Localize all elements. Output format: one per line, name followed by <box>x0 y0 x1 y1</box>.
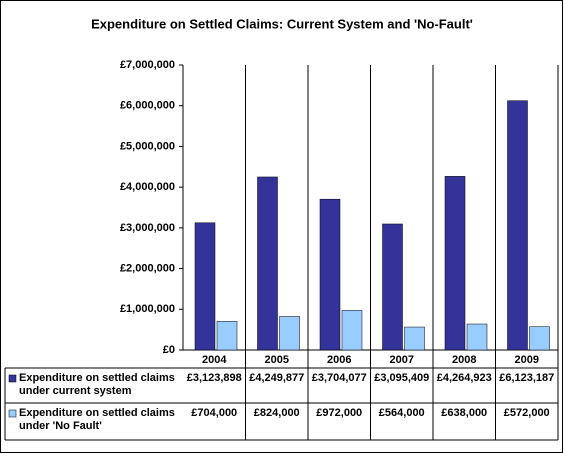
y-tick-label: £4,000,000 <box>120 181 175 193</box>
data-label: £704,000 <box>191 407 237 419</box>
data-label: £4,249,877 <box>249 372 304 384</box>
bar <box>279 316 300 351</box>
data-label: £638,000 <box>441 407 487 419</box>
legend-key <box>8 374 17 383</box>
bar <box>404 326 425 351</box>
data-label: £3,704,077 <box>312 372 367 384</box>
bar <box>216 321 238 351</box>
bar <box>194 222 216 351</box>
bar <box>529 326 550 351</box>
y-tick-label: £0 <box>163 344 175 356</box>
x-tick-label: 2009 <box>515 354 539 366</box>
bar <box>257 176 278 351</box>
y-tick-label: £3,000,000 <box>120 222 175 234</box>
y-tick-label: £7,000,000 <box>120 59 175 71</box>
data-label: £6,123,187 <box>499 372 554 384</box>
y-tick-label: £2,000,000 <box>120 262 175 274</box>
bar <box>341 310 363 351</box>
data-label: £4,264,923 <box>437 372 492 384</box>
bar <box>319 198 341 351</box>
x-tick-label: 2004 <box>202 354 227 366</box>
data-label: £564,000 <box>379 407 425 419</box>
x-tick-label: 2007 <box>390 354 414 366</box>
data-label: £972,000 <box>316 407 362 419</box>
y-tick-label: £1,000,000 <box>120 303 175 315</box>
bar <box>507 100 528 351</box>
legend-key <box>8 409 17 418</box>
x-tick-label: 2008 <box>452 354 476 366</box>
y-tick-label: £5,000,000 <box>120 140 175 152</box>
legend-label: Expenditure on settled claims under 'No … <box>19 407 175 432</box>
y-tick-label: £6,000,000 <box>120 100 175 112</box>
x-tick-label: 2005 <box>265 354 289 366</box>
x-tick-label: 2006 <box>327 354 351 366</box>
chart-title: Expenditure on Settled Claims: Current S… <box>91 16 473 31</box>
bar <box>382 223 403 351</box>
data-label: £572,000 <box>504 407 550 419</box>
legend-label: Expenditure on settled claims under curr… <box>19 372 175 397</box>
bar <box>466 323 488 351</box>
data-label: £3,095,409 <box>374 372 429 384</box>
data-label: £3,123,898 <box>187 372 242 384</box>
bar <box>444 176 466 351</box>
data-label: £824,000 <box>254 407 300 419</box>
